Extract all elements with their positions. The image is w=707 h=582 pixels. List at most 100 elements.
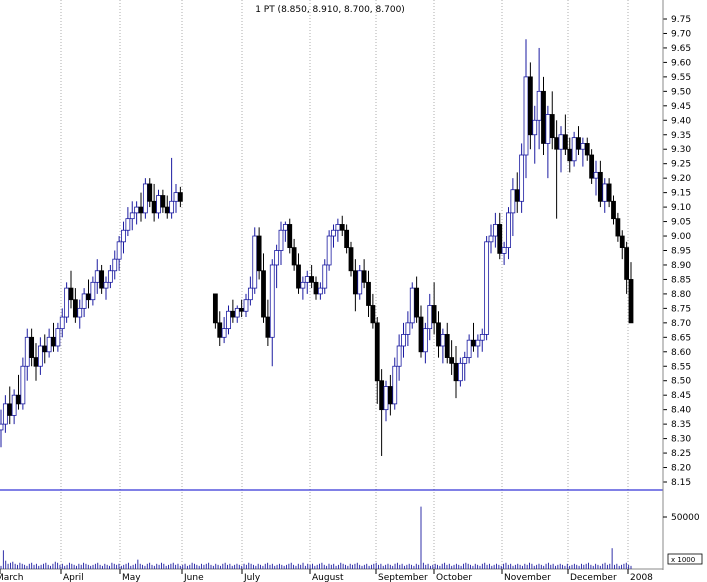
price-bar-body [597,171,603,202]
price-bar-body [519,154,525,202]
y-tick-label: 9.15 [671,189,691,199]
price-bar-body [239,307,245,312]
price-bar-body [313,281,319,295]
price-bar-body [55,328,61,347]
price-bar-body [344,229,350,249]
price-bar-body [352,270,358,295]
month-label: May [122,573,141,582]
price-bar-body [274,250,280,266]
price-bar-body [177,192,183,202]
y-tick-label: 8.20 [671,464,691,474]
price-bar-body [479,334,485,341]
price-bar-body [567,148,573,162]
y-tick-label: 8.35 [671,420,691,430]
price-bar-body [68,287,74,301]
price-bar-body [304,276,310,283]
price-bar-body [396,345,402,367]
y-tick-label: 9.60 [671,58,691,68]
price-bar-body [348,247,354,272]
price-bar-body [282,224,288,231]
y-tick-label: 8.65 [671,333,691,343]
price-bar-body [335,224,341,231]
price-bar-body [173,192,179,202]
price-bar-body [339,224,345,231]
price-bar-body [506,212,511,249]
price-bar-body [230,310,236,318]
price-bar-body [387,386,393,405]
price-bar-body [81,293,87,309]
month-label: October [436,573,472,582]
price-bar-body [580,143,586,150]
y-tick-label: 9.25 [671,160,691,170]
price-bar-body [287,224,293,249]
price-bar-body [401,334,406,347]
price-bar-body [453,362,459,382]
price-bar-body [86,293,91,301]
price-bar-body [414,287,420,318]
price-bar-body [558,134,564,150]
price-bar-body [374,322,380,382]
price-bar-body [99,270,105,289]
price-bar-body [488,235,494,243]
price-bar-body [379,380,385,411]
price-bar-body [296,264,301,289]
price-bar-body [309,276,315,283]
y-tick-label: 9.65 [671,44,691,54]
y-tick-label: 8.75 [671,304,691,314]
month-label: July [243,573,261,582]
price-bar-body [562,134,568,150]
y-tick-label: 9.70 [671,29,691,39]
y-tick-label: 8.95 [671,247,691,257]
price-bar-body [134,206,140,214]
price-bar-body [300,281,306,289]
price-bar-body [234,307,240,318]
y-tick-label: 9.30 [671,145,691,155]
y-tick-label: 8.15 [671,478,691,488]
price-bar-body [147,183,153,202]
price-bar-body [42,345,48,353]
price-bar-body [471,339,476,347]
price-bar-body [392,365,398,405]
price-bar-body [541,90,546,144]
price-bar-body [7,403,13,416]
price-bar-body [261,270,266,318]
price-bar-body [440,334,446,347]
price-bar-body [160,195,166,208]
price-bar-body [125,218,131,231]
price-bar-body [501,247,507,254]
y-tick-label: 8.70 [671,319,691,329]
y-tick-label: 8.90 [671,261,691,271]
price-bar-body [107,270,113,283]
price-bar-body [611,200,616,220]
price-bar-body [2,403,8,425]
month-label: June [183,573,204,582]
grid-lines [60,0,629,569]
price-bar-body [418,316,424,353]
price-bar-body [326,235,332,266]
price-bar-body [602,183,608,202]
price-bar-body [169,200,175,214]
price-bar-body [545,114,551,144]
price-bar-body [593,171,599,179]
price-bar-body [278,229,284,251]
price-bar-body [514,189,520,202]
price-axis-ticks: 9.75 9.70 9.65 9.60 9.55 9.50 9.45 9.40 9.35 9.30… [663,15,691,488]
price-bar-body [492,224,498,237]
price-bar-body [0,423,4,431]
volume-unit-box [667,553,703,565]
price-bar-body [103,281,109,289]
price-bar-body [615,218,621,237]
price-bar-body [571,137,577,162]
price-bar-body [256,235,262,272]
price-bar-body [217,322,223,338]
month-label: December [570,573,617,582]
y-tick-label: 8.50 [671,377,691,387]
y-tick-label: 9.05 [671,218,691,228]
price-bar-body [484,241,490,335]
price-bar-body [16,394,21,405]
price-bar-body [576,137,581,150]
price-bar-body [366,281,371,306]
y-tick-label: 8.45 [671,391,691,401]
price-bar-body [29,336,35,358]
price-bar-body [624,247,630,280]
